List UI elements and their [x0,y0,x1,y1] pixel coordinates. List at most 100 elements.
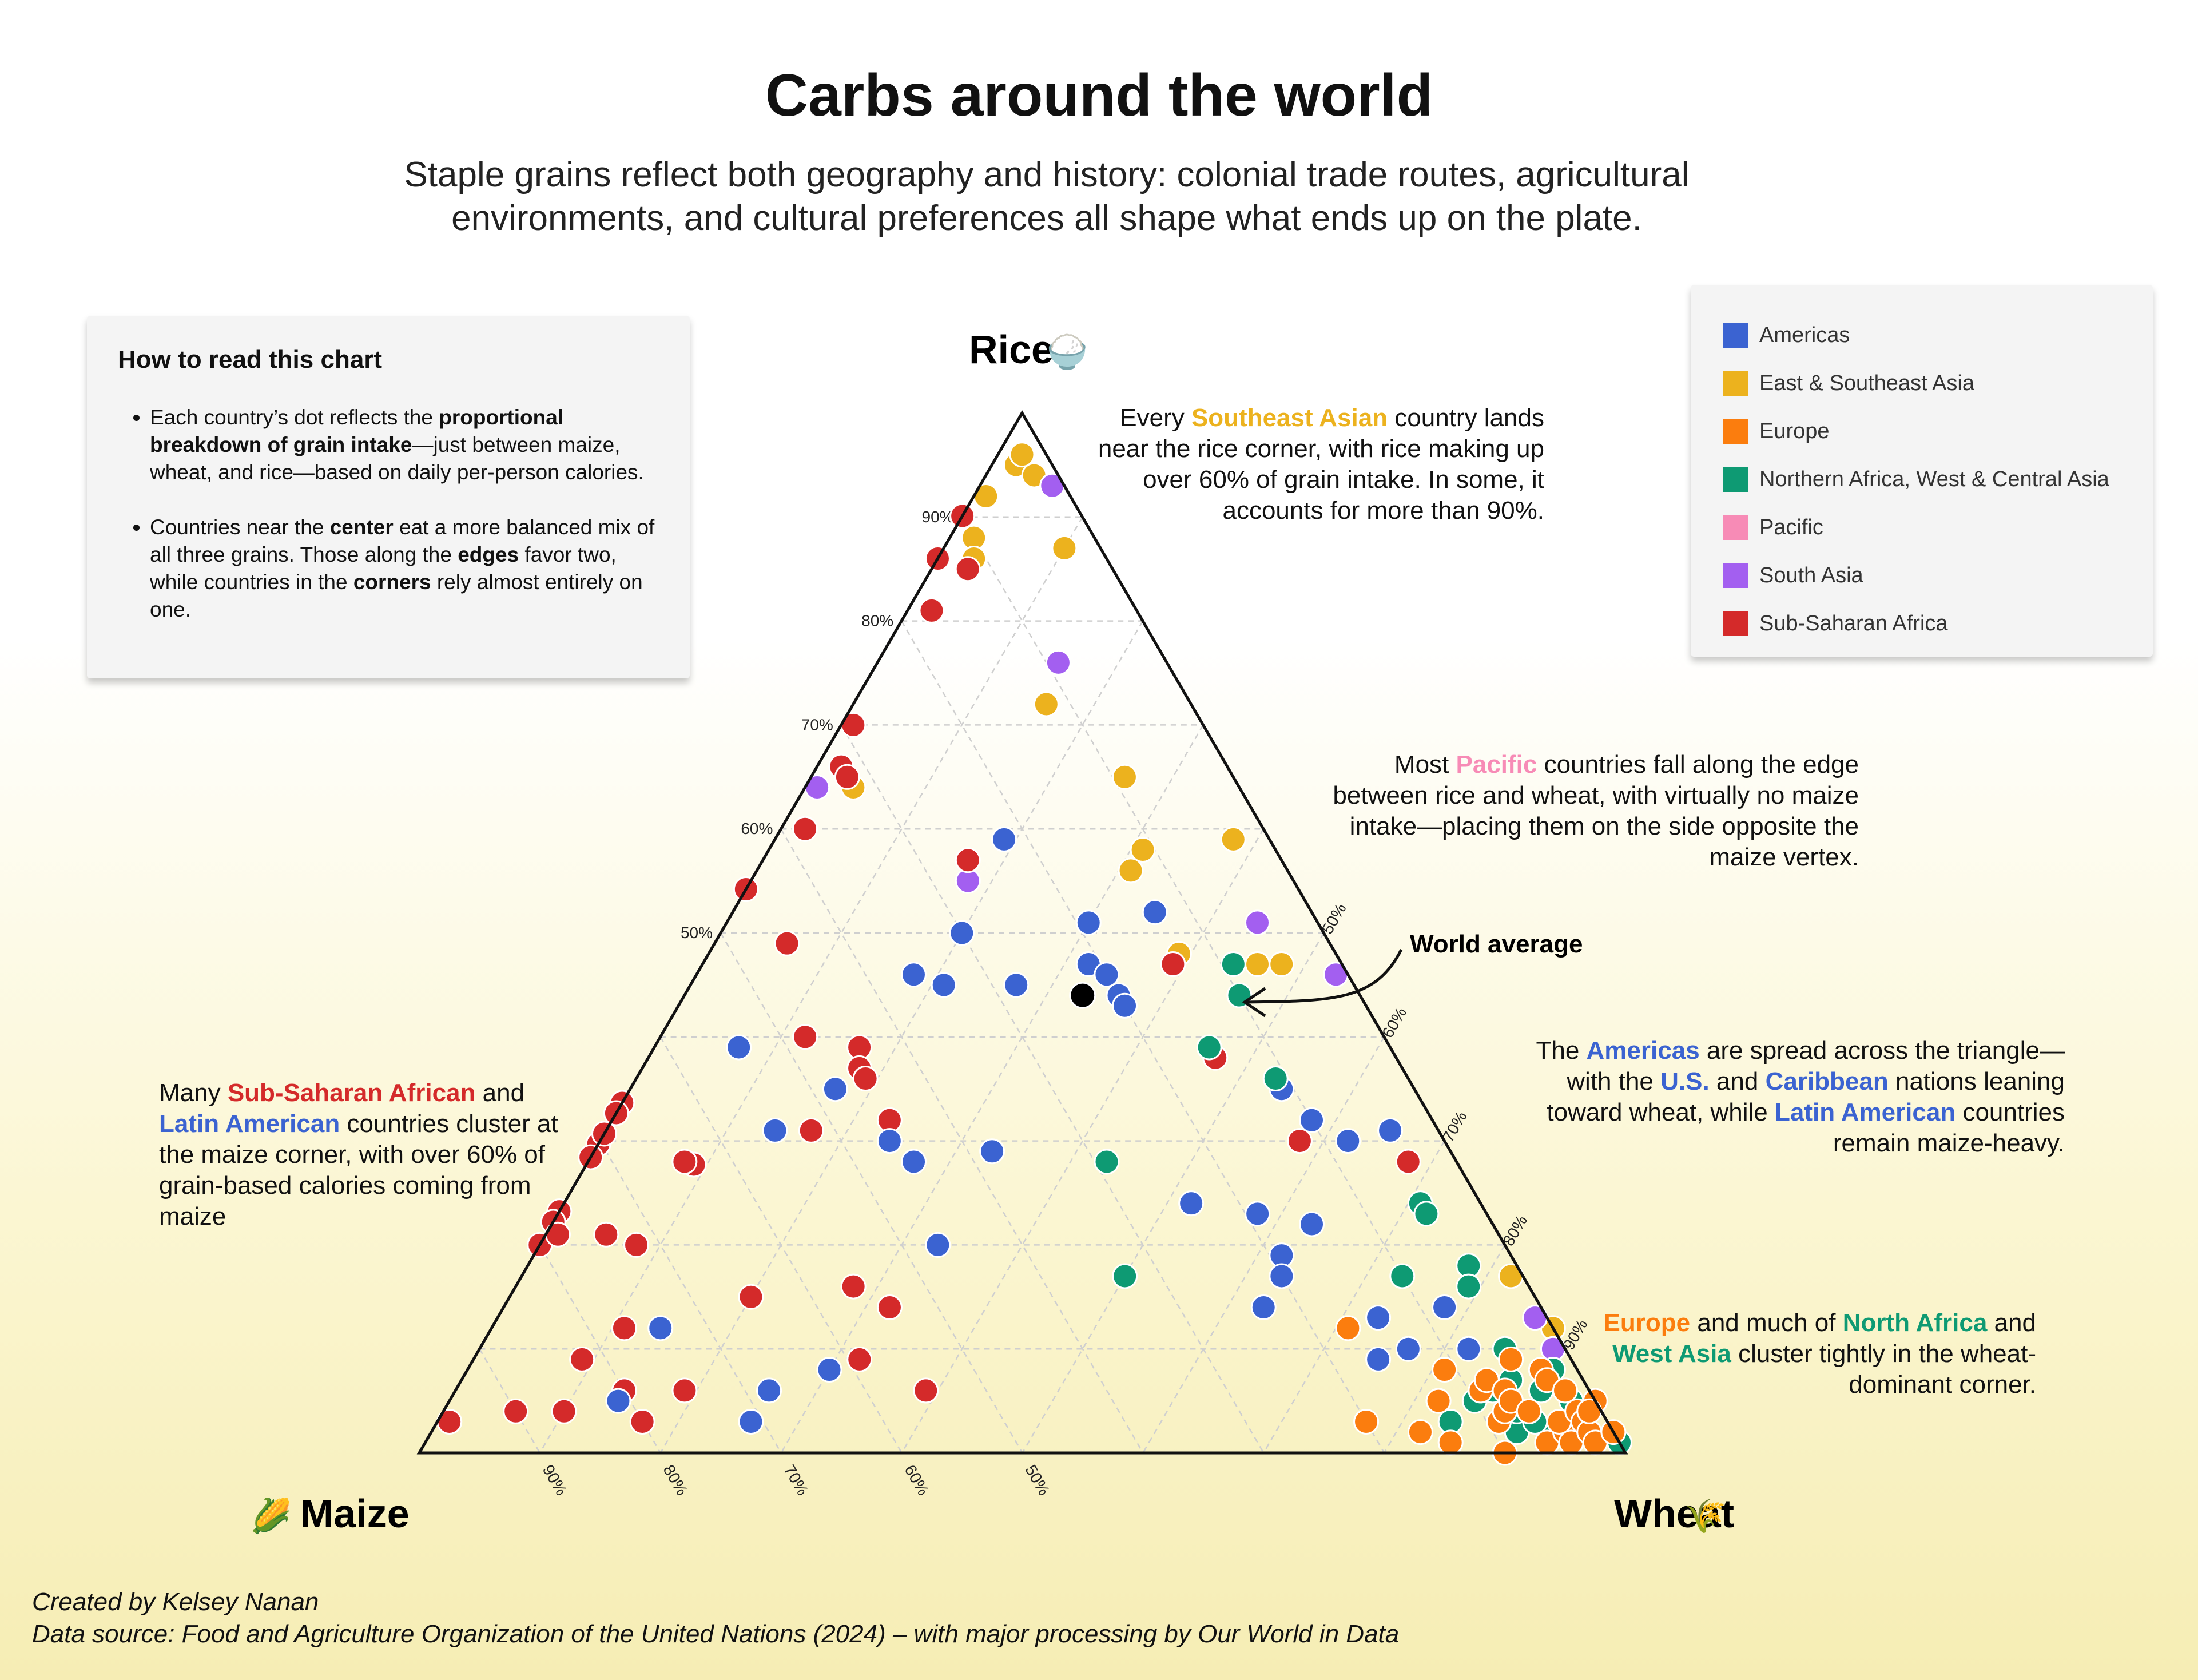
country-point [1033,691,1059,717]
grid-line [539,517,1083,1453]
country-point [611,1315,637,1341]
country-point [1130,837,1156,863]
data-points [436,442,1632,1466]
tick-label-rice: 70% [801,716,833,733]
country-point [822,1076,848,1102]
country-point [605,1388,631,1414]
country-point [846,1346,873,1372]
country-point [1196,1034,1222,1061]
country-point [1075,909,1102,936]
country-point [840,1273,867,1300]
country-point [1009,442,1035,468]
country-point [1250,1294,1277,1320]
grid-line [1263,1140,1445,1453]
country-point [925,1232,951,1258]
annotation-pacific: Most Pacific countries fall along the ed… [1333,750,1859,871]
country-point [1395,1149,1421,1175]
country-point [901,1149,927,1175]
annotation-southeast-asia: Every Southeast Asian country lands near… [1098,404,1544,525]
grid-line [659,1036,903,1453]
country-point [1335,1128,1361,1154]
world-average-arrow [1246,948,1403,1004]
country-point [1269,951,1295,978]
grid-line [1384,1244,1506,1453]
country-point [1389,1263,1416,1289]
tick-label-maize: 60% [901,1462,932,1499]
world-average [1069,982,1096,1009]
legend-item-sub-saharan-africa: Sub-Saharan Africa [1723,599,2153,648]
country-point [900,962,927,988]
country-point [756,1377,782,1404]
how-to-read-bullet-1: Each country’s dot reflects the proporti… [150,404,659,486]
rice-icon: 🍚 [1047,333,1088,371]
tick-label-rice: 60% [741,820,773,837]
country-point [1516,1398,1542,1424]
annotation-wheat-corner: Europe and much of North Africa and West… [1603,1309,2036,1399]
country-point [593,1221,619,1248]
country-point [991,826,1017,852]
country-point [876,1294,903,1320]
annotation-maize-corner: Many Sub-Saharan African and Latin Ameri… [159,1079,558,1230]
country-point [1160,951,1186,978]
legend-item-europe: Europe [1723,407,2153,455]
legend-swatch [1723,611,1748,636]
grid-line [720,932,1023,1453]
country-point [1456,1336,1482,1362]
country-point [1456,1273,1482,1300]
country-point [798,1117,824,1143]
country-point [1094,1149,1120,1175]
legend-swatch [1723,467,1748,492]
country-point [1286,1128,1313,1154]
grid-line [1022,932,1325,1453]
country-point [1353,1408,1380,1435]
country-point [738,1408,764,1435]
legend-swatch [1723,419,1748,444]
world-average-point [1069,982,1096,1009]
country-point [949,920,975,946]
legend-swatch [1723,515,1748,540]
legend: Americas East & Southeast Asia Europe No… [1691,285,2153,657]
grid-line [1142,1036,1385,1453]
country-point [1045,649,1071,676]
country-point [1220,951,1246,978]
axis-label-wheat: Wheat [1614,1491,1734,1536]
legend-swatch [1723,323,1748,348]
country-point [919,597,945,623]
country-point [1094,962,1120,988]
country-point [623,1232,650,1258]
legend-item-south-asia: South Asia [1723,551,2153,599]
annotation-americas: The Americas are spread across the trian… [1536,1036,2065,1157]
country-point [762,1117,788,1143]
page-subtitle: Staple grains reflect both geography and… [404,155,1690,238]
country-point [1407,1419,1433,1445]
tick-label-rice: 80% [861,612,893,630]
country-point [774,930,800,956]
how-to-read-heading: How to read this chart [118,345,383,374]
country-point [1220,826,1246,852]
country-point [1118,857,1144,884]
country-point [629,1408,655,1435]
country-point [1299,1211,1325,1237]
country-point [503,1398,529,1424]
country-point [1142,899,1168,926]
country-point [834,764,860,790]
country-point [1432,1357,1458,1383]
country-point [876,1128,903,1154]
country-point [1245,909,1270,936]
legend-item-north-africa-west-central-asia: Northern Africa, West & Central Asia [1723,455,2153,503]
country-point [1413,1201,1440,1227]
grid-lines [479,516,1566,1453]
country-point [671,1377,698,1404]
country-point [913,1377,939,1404]
tick-label-maize: 70% [781,1462,812,1499]
country-point [792,816,818,842]
country-point [979,1138,1005,1165]
country-point [955,556,981,582]
country-point [1552,1377,1579,1404]
world-average-label: World average [1410,930,1583,958]
country-point [671,1149,698,1175]
country-point [816,1357,842,1383]
tick-label-maize: 80% [660,1462,691,1499]
legend-item-east-southeast-asia: East & Southeast Asia [1723,359,2153,407]
